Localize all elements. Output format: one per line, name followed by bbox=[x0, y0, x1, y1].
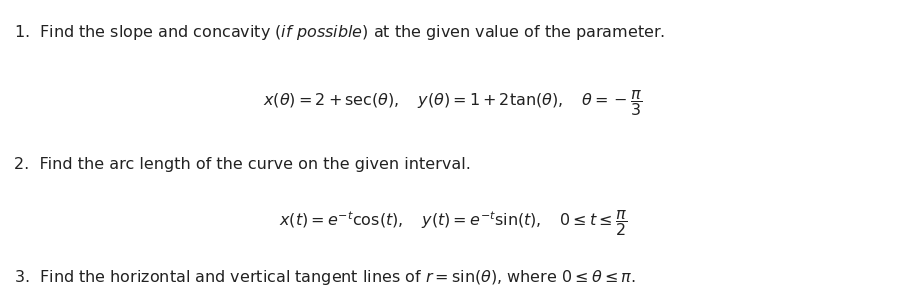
Text: $x(t) = e^{-t}\cos(t), \quad y(t) = e^{-t}\sin(t), \quad 0 \leq t \leq \dfrac{\p: $x(t) = e^{-t}\cos(t), \quad y(t) = e^{-… bbox=[279, 208, 627, 238]
Text: 2.  Find the arc length of the curve on the given interval.: 2. Find the arc length of the curve on t… bbox=[14, 157, 471, 172]
Text: $x(\theta) = 2 + \sec(\theta), \quad y(\theta) = 1 + 2\tan(\theta), \quad \theta: $x(\theta) = 2 + \sec(\theta), \quad y(\… bbox=[264, 88, 642, 118]
Text: 3.  Find the horizontal and vertical tangent lines of $r = \sin(\theta)$, where : 3. Find the horizontal and vertical tang… bbox=[14, 268, 636, 287]
Text: 1.  Find the slope and concavity ($\mathit{if\ possible}$) at the given value of: 1. Find the slope and concavity ($\mathi… bbox=[14, 23, 666, 42]
